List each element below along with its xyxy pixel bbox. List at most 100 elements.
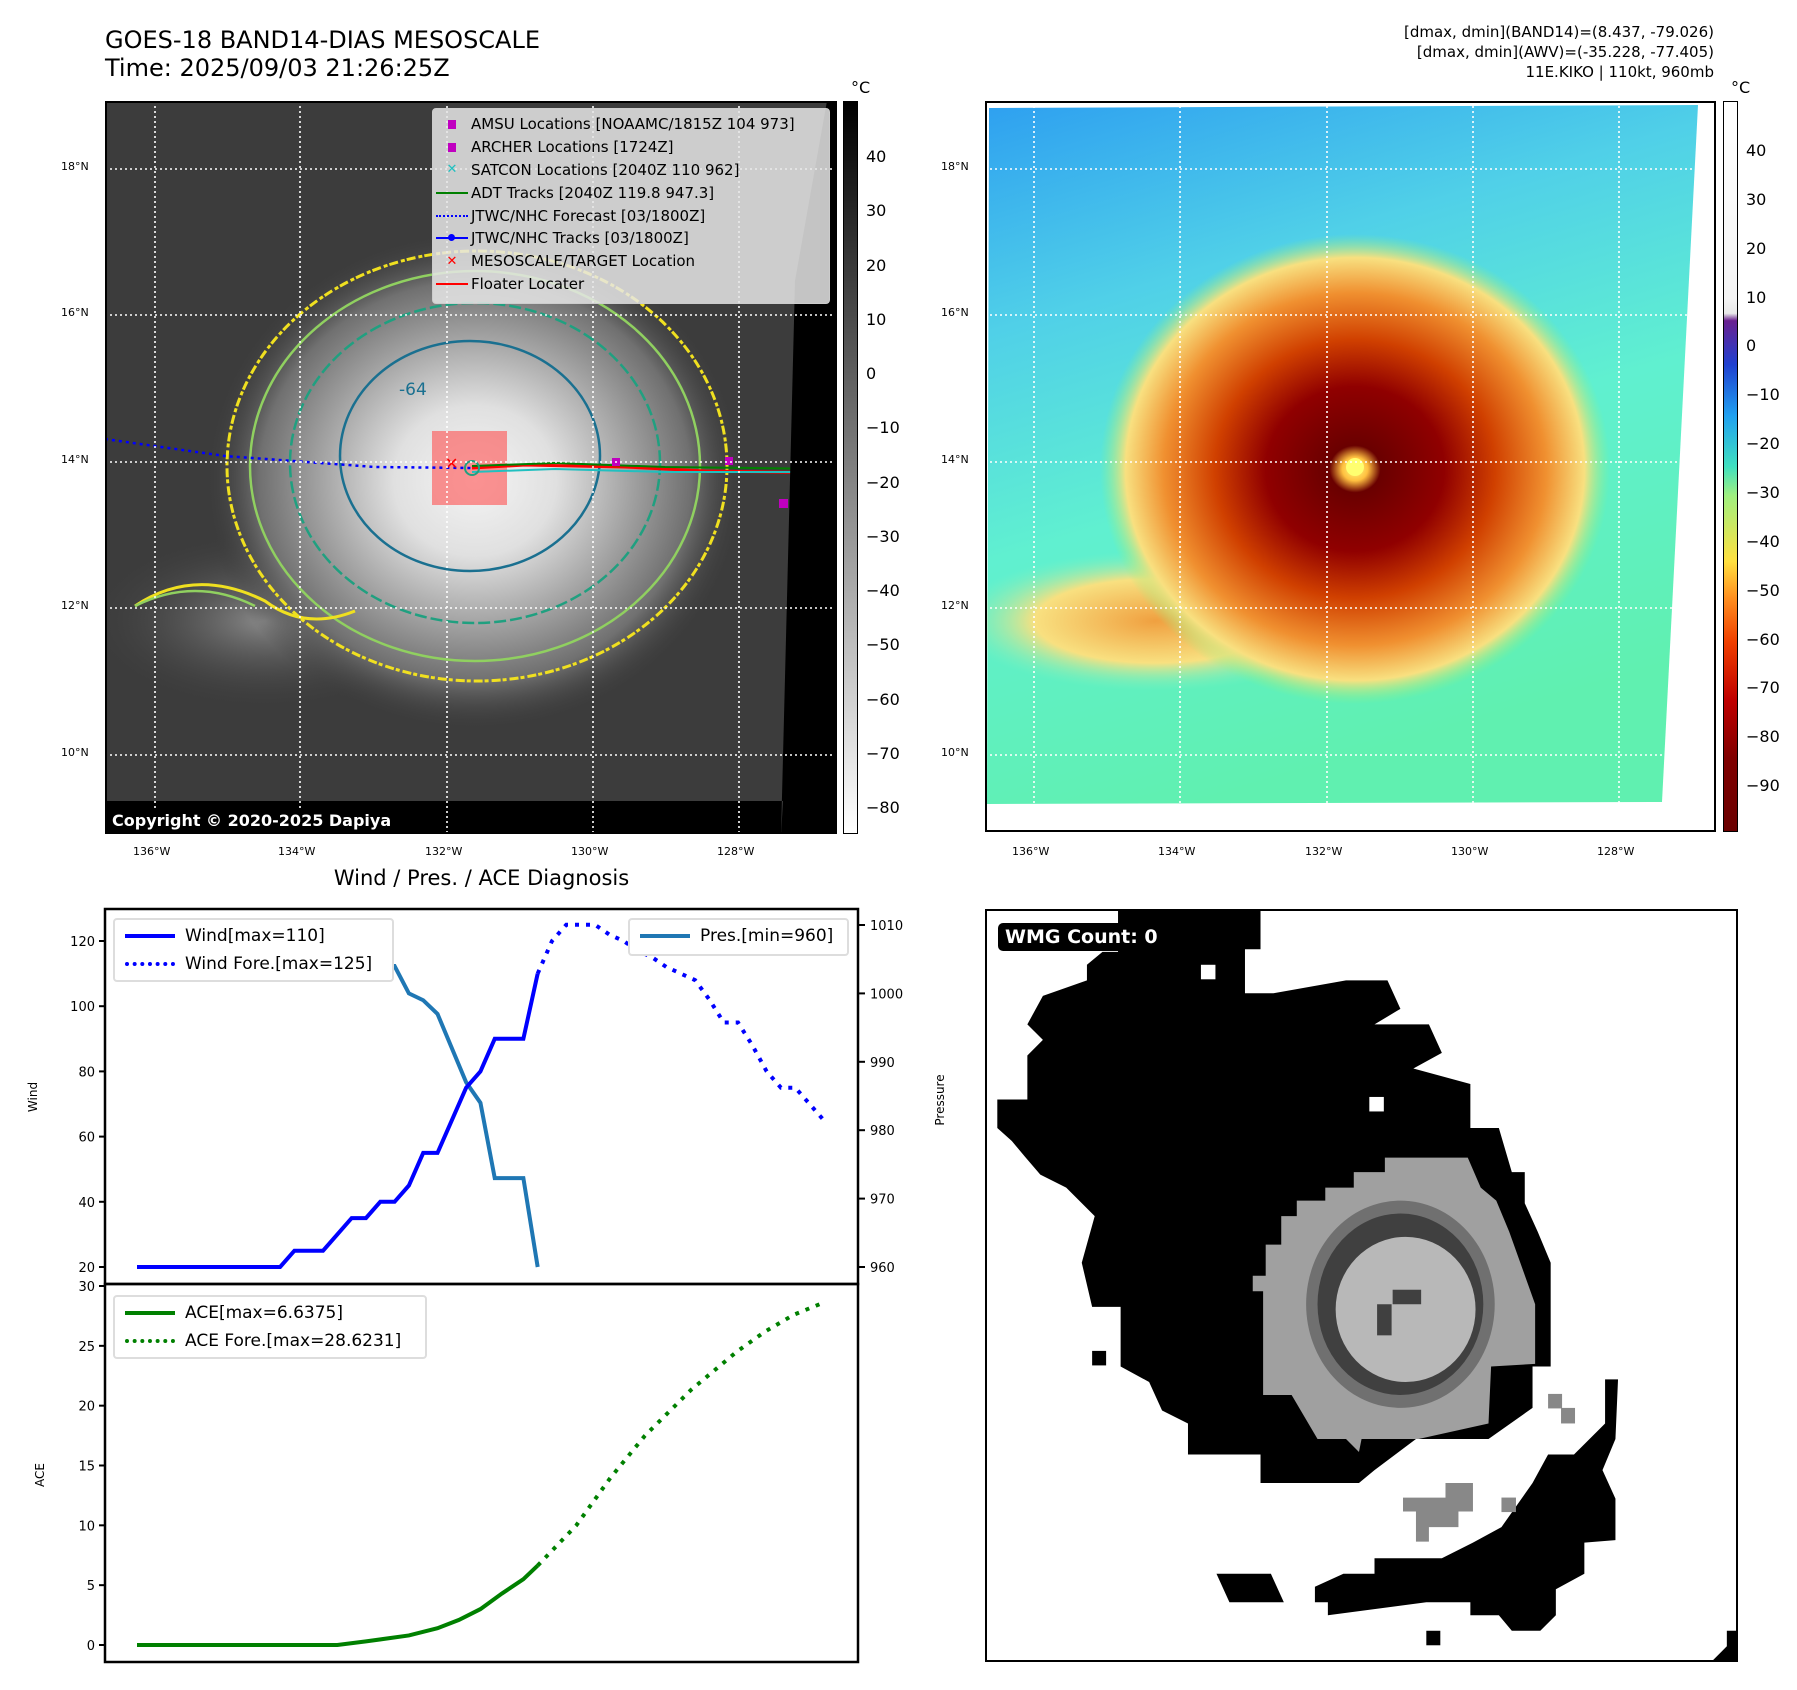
ace-tick-label: 5 bbox=[87, 1579, 95, 1594]
awv-map bbox=[985, 101, 1716, 832]
ace-tick-label: 20 bbox=[78, 1400, 95, 1415]
awv-imagery bbox=[987, 105, 1698, 804]
lon-label: 130°W bbox=[1451, 845, 1489, 858]
lat-label: 16°N bbox=[61, 306, 89, 319]
awv-colorbar bbox=[1723, 101, 1738, 832]
square-marker-icon bbox=[433, 142, 471, 152]
colorbar-tick: −40 bbox=[866, 581, 900, 600]
wind-forecast-legend-label: Wind Fore.[max=125] bbox=[185, 954, 373, 974]
ace-legend-label: ACE[max=6.6375] bbox=[185, 1303, 343, 1323]
wind-tick-label: 40 bbox=[78, 1196, 95, 1211]
colorbar-tick: −50 bbox=[866, 635, 900, 655]
wind-tick-label: 20 bbox=[78, 1261, 95, 1276]
colorbar-tick: −60 bbox=[1746, 629, 1780, 649]
lat-label: 10°N bbox=[941, 746, 969, 759]
legend-item: ARCHER Locations [1724Z] bbox=[433, 136, 829, 159]
wind-line bbox=[137, 973, 540, 1269]
colorbar-tick: 40 bbox=[866, 147, 887, 166]
dotted-line-icon bbox=[433, 214, 471, 217]
ace-tick-label: 15 bbox=[78, 1460, 95, 1475]
lon-label: 134°W bbox=[278, 845, 316, 858]
pressure-tick-label: 1010 bbox=[870, 919, 903, 934]
lon-label: 134°W bbox=[1158, 845, 1196, 858]
copyright-label: Copyright © 2020-2025 Dapiya bbox=[107, 809, 397, 832]
legend-label: ARCHER Locations [1724Z] bbox=[471, 138, 674, 157]
x-marker-icon: ✕ bbox=[446, 162, 458, 178]
legend-item: AMSU Locations [NOAAMC/1815Z 104 973] bbox=[433, 113, 829, 136]
colorbar-tick: 40 bbox=[1746, 141, 1767, 160]
wmg-pixel-map bbox=[997, 911, 1736, 1660]
pressure-legend: Pres.[min=960] bbox=[628, 918, 849, 956]
square-marker-icon bbox=[433, 119, 471, 129]
line-dot-icon bbox=[433, 234, 471, 242]
wmg-panel bbox=[985, 909, 1738, 1662]
ace-tick-label: 10 bbox=[78, 1519, 95, 1534]
map-legend: AMSU Locations [NOAAMC/1815Z 104 973] ARC… bbox=[432, 108, 830, 304]
diagnosis-title: Wind / Pres. / ACE Diagnosis bbox=[333, 866, 630, 890]
line-icon bbox=[433, 282, 471, 285]
gridlines bbox=[987, 103, 1714, 830]
ace-tick-label: 0 bbox=[87, 1639, 95, 1654]
lon-label: 130°W bbox=[571, 845, 609, 858]
storm-info: 11E.KIKO | 110kt, 960mb bbox=[1525, 63, 1714, 81]
ace-line-icon bbox=[125, 1311, 175, 1315]
ace-line bbox=[137, 1564, 540, 1647]
legend-item: ✕ SATCON Locations [2040Z 110 962] bbox=[433, 159, 829, 182]
legend-item: Floater Locater bbox=[433, 273, 829, 296]
ir-map: ✕ -64 AMSU Locations [NOAAMC/1815Z 104 9… bbox=[105, 101, 837, 834]
legend-label: SATCON Locations [2040Z 110 962] bbox=[471, 160, 740, 179]
colorbar-tick: −30 bbox=[866, 526, 900, 546]
band14-stats: [dmax, dmin](BAND14)=(8.437, -79.026) bbox=[1403, 23, 1714, 41]
colorbar-tick: −60 bbox=[866, 689, 900, 709]
lon-label: 132°W bbox=[425, 845, 463, 858]
colorbar-tick: −20 bbox=[1746, 434, 1780, 454]
ace-forecast-legend-label: ACE Fore.[max=28.6231] bbox=[185, 1331, 402, 1351]
colorbar-tick: −80 bbox=[866, 798, 900, 817]
lon-label: 136°W bbox=[133, 845, 171, 858]
ace-tick-label: 25 bbox=[78, 1340, 95, 1355]
wmg-count-badge: WMG Count: 0 bbox=[998, 923, 1165, 951]
colorbar-tick: 10 bbox=[866, 309, 887, 329]
colorbar-tick: 20 bbox=[866, 255, 887, 275]
wind-tick-label: 80 bbox=[78, 1065, 95, 1080]
wind-axis-label: Wind bbox=[26, 1081, 40, 1113]
lat-label: 16°N bbox=[941, 306, 969, 319]
grayscale-colorbar bbox=[843, 101, 858, 834]
lat-label: 10°N bbox=[61, 746, 89, 759]
legend-label: MESOSCALE/TARGET Location bbox=[471, 252, 696, 271]
ace-forecast-line bbox=[536, 1300, 825, 1567]
ir-imagery: ✕ -64 bbox=[107, 103, 835, 832]
colorbar-tick: −70 bbox=[866, 743, 900, 763]
colorbar-tick: −10 bbox=[1746, 385, 1780, 405]
diagnosis-chart: 1201008060402010101000990980970960302520… bbox=[70, 907, 903, 1664]
colorbar-tick: −90 bbox=[1746, 776, 1780, 796]
colorbar-unit: °C bbox=[1731, 78, 1751, 97]
legend-item: ✕ MESOSCALE/TARGET Location bbox=[433, 250, 829, 273]
legend-label: Floater Locater bbox=[471, 274, 585, 293]
wind-line-icon bbox=[125, 934, 175, 938]
legend-item: ADT Tracks [2040Z 119.8 947.3] bbox=[433, 181, 829, 204]
legend-item: JTWC/NHC Forecast [03/1800Z] bbox=[433, 204, 829, 227]
pressure-tick-label: 970 bbox=[870, 1193, 895, 1208]
colorbar-tick: −10 bbox=[866, 418, 900, 438]
wind-legend: Wind[max=110] Wind Fore.[max=125] bbox=[113, 918, 394, 982]
lon-label: 128°W bbox=[717, 845, 755, 858]
svg-text:✕: ✕ bbox=[445, 454, 458, 473]
wind-tick-label: 120 bbox=[70, 935, 95, 950]
wind-tick-label: 60 bbox=[78, 1131, 95, 1146]
lon-label: 136°W bbox=[1012, 845, 1050, 858]
legend-label: JTWC/NHC Tracks [03/1800Z] bbox=[471, 229, 689, 248]
pressure-tick-label: 980 bbox=[870, 1124, 895, 1139]
colorbar-tick: 0 bbox=[866, 364, 877, 383]
colorbar-tick: 30 bbox=[866, 201, 887, 221]
colorbar-tick: 10 bbox=[1746, 287, 1767, 307]
lat-label: 12°N bbox=[941, 599, 969, 612]
colorbar-tick: 0 bbox=[1746, 336, 1757, 356]
pressure-axis-label: Pressure bbox=[933, 1074, 947, 1126]
wind-forecast-line-icon bbox=[125, 962, 175, 966]
colorbar-tick: −20 bbox=[866, 472, 900, 492]
pressure-tick-label: 1000 bbox=[870, 987, 903, 1002]
lat-label: 12°N bbox=[61, 599, 89, 612]
legend-item: JTWC/NHC Tracks [03/1800Z] bbox=[433, 227, 829, 250]
